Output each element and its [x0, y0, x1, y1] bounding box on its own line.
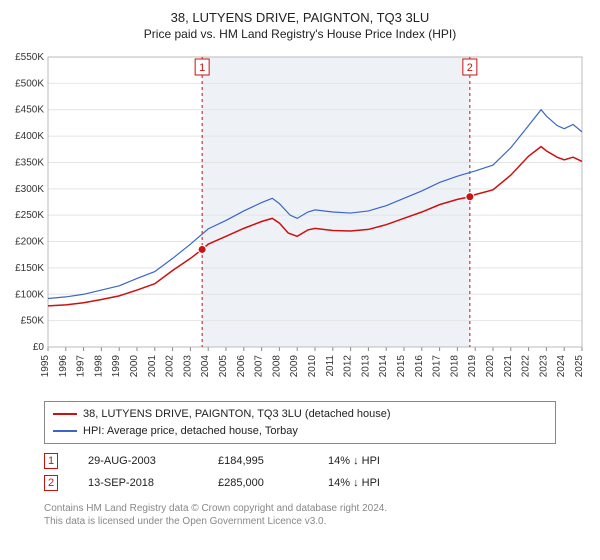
svg-text:2013: 2013: [360, 355, 371, 378]
transactions-table: 1 29-AUG-2003 £184,995 14% ↓ HPI 2 13-SE…: [44, 450, 556, 494]
footer: Contains HM Land Registry data © Crown c…: [44, 502, 556, 528]
svg-text:2012: 2012: [343, 355, 354, 378]
svg-text:2021: 2021: [503, 355, 514, 378]
page-subtitle: Price paid vs. HM Land Registry's House …: [8, 27, 592, 41]
tx-delta: 14% ↓ HPI: [328, 455, 380, 467]
svg-text:£150K: £150K: [15, 263, 44, 274]
svg-text:2009: 2009: [289, 355, 300, 378]
svg-text:£200K: £200K: [15, 237, 44, 248]
svg-text:£500K: £500K: [15, 78, 44, 89]
table-row: 1 29-AUG-2003 £184,995 14% ↓ HPI: [44, 450, 556, 472]
svg-text:2014: 2014: [378, 355, 389, 378]
svg-text:2001: 2001: [147, 355, 158, 378]
tx-price: £184,995: [218, 455, 298, 467]
legend-swatch: [53, 430, 77, 432]
svg-text:2011: 2011: [325, 355, 336, 377]
svg-text:2002: 2002: [165, 355, 176, 378]
svg-text:2024: 2024: [556, 355, 567, 378]
legend-item: 38, LUTYENS DRIVE, PAIGNTON, TQ3 3LU (de…: [53, 406, 547, 423]
legend-item: HPI: Average price, detached house, Torb…: [53, 423, 547, 440]
price-chart: £0 £50K £100K £150K £200K £250K £300K £350K £400…: [8, 51, 592, 391]
svg-text:£450K: £450K: [15, 105, 44, 116]
table-row: 2 13-SEP-2018 £285,000 14% ↓ HPI: [44, 472, 556, 494]
tx-badge: 1: [44, 453, 58, 469]
tx-date: 29-AUG-2003: [88, 455, 188, 467]
svg-text:2008: 2008: [271, 355, 282, 378]
legend-swatch: [53, 413, 77, 415]
legend: 38, LUTYENS DRIVE, PAIGNTON, TQ3 3LU (de…: [44, 401, 556, 444]
svg-text:2022: 2022: [521, 355, 532, 378]
svg-text:2018: 2018: [449, 355, 460, 378]
legend-label: 38, LUTYENS DRIVE, PAIGNTON, TQ3 3LU (de…: [83, 406, 391, 423]
svg-text:£400K: £400K: [15, 131, 44, 142]
footer-line: This data is licensed under the Open Gov…: [44, 515, 556, 528]
svg-text:2004: 2004: [200, 355, 211, 378]
svg-text:1: 1: [199, 62, 205, 74]
svg-text:2023: 2023: [538, 355, 549, 378]
svg-text:2020: 2020: [485, 355, 496, 378]
svg-text:2006: 2006: [236, 355, 247, 378]
svg-text:2015: 2015: [396, 355, 407, 378]
svg-text:2003: 2003: [182, 355, 193, 378]
svg-text:2025: 2025: [574, 355, 585, 378]
svg-text:1997: 1997: [76, 355, 87, 378]
svg-text:£50K: £50K: [21, 316, 45, 327]
svg-text:2016: 2016: [414, 355, 425, 378]
svg-text:2017: 2017: [432, 355, 443, 378]
svg-text:2007: 2007: [254, 355, 265, 378]
svg-text:£0: £0: [33, 342, 45, 353]
svg-text:2: 2: [467, 62, 473, 74]
svg-text:£250K: £250K: [15, 210, 44, 221]
svg-text:1999: 1999: [111, 355, 122, 378]
tx-date: 13-SEP-2018: [88, 477, 188, 489]
svg-text:2019: 2019: [467, 355, 478, 378]
chart-container: £0 £50K £100K £150K £200K £250K £300K £350K £400…: [8, 51, 592, 391]
svg-text:£100K: £100K: [15, 289, 44, 300]
svg-text:1996: 1996: [58, 355, 69, 378]
svg-text:2000: 2000: [129, 355, 140, 378]
page-title: 38, LUTYENS DRIVE, PAIGNTON, TQ3 3LU: [8, 10, 592, 25]
svg-text:£350K: £350K: [15, 157, 44, 168]
tx-delta: 14% ↓ HPI: [328, 477, 380, 489]
footer-line: Contains HM Land Registry data © Crown c…: [44, 502, 556, 515]
svg-text:1995: 1995: [40, 355, 51, 378]
tx-badge: 2: [44, 475, 58, 491]
svg-text:£300K: £300K: [15, 184, 44, 195]
svg-text:2005: 2005: [218, 355, 229, 378]
tx-price: £285,000: [218, 477, 298, 489]
svg-text:£550K: £550K: [15, 52, 44, 63]
legend-label: HPI: Average price, detached house, Torb…: [83, 423, 298, 440]
svg-text:2010: 2010: [307, 355, 318, 378]
svg-text:1998: 1998: [93, 355, 104, 378]
